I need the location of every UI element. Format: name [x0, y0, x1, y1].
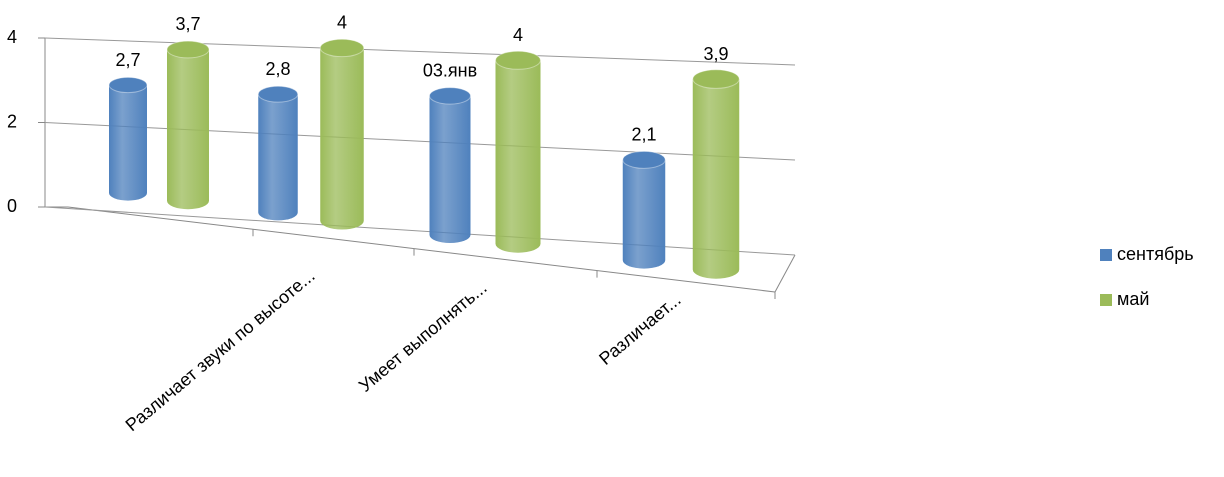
legend-swatch [1100, 249, 1112, 261]
legend-swatch [1100, 294, 1112, 306]
data-label: 2,7 [115, 50, 140, 70]
data-label: 3,9 [703, 44, 728, 64]
cylinder-top [166, 40, 210, 59]
x-tick-label: Умеет выполнять... [355, 277, 491, 395]
data-label: 4 [337, 13, 347, 33]
grid-line [44, 37, 796, 66]
legend-label: май [1117, 289, 1149, 309]
cylinder-top [692, 69, 740, 89]
cylinder-top [257, 85, 299, 103]
cylinder-top [319, 38, 365, 58]
grid-line [44, 206, 796, 256]
legend-label: сентябрь [1117, 244, 1194, 264]
data-label: 4 [513, 25, 523, 45]
cylinder [320, 47, 364, 230]
cylinder [109, 85, 147, 201]
data-label: 3,7 [175, 14, 200, 34]
cylinder-top [495, 50, 541, 70]
data-label: 2,8 [265, 59, 290, 79]
floor-front-edge [67, 206, 776, 293]
y-tick-label: 0 [7, 196, 17, 216]
data-label: 2,1 [631, 125, 656, 145]
data-label: 03.янв [423, 61, 477, 81]
cylinder-top [622, 150, 666, 169]
cylinder [429, 95, 471, 244]
x-tick-label: Различает... [595, 289, 684, 369]
floor-right-edge [774, 254, 796, 293]
y-tick-label: 2 [7, 111, 17, 131]
x-tick-label: Различает звуки по высоте... [122, 265, 319, 435]
cylinder [622, 159, 666, 269]
cylinder [258, 94, 298, 221]
y-tick-label: 4 [7, 27, 17, 47]
grid-line [44, 122, 796, 161]
cylinder-top [108, 76, 148, 94]
cylinder-top [429, 87, 471, 105]
cylinder [692, 79, 740, 279]
cylinder [167, 49, 209, 210]
cylinder [495, 60, 541, 253]
